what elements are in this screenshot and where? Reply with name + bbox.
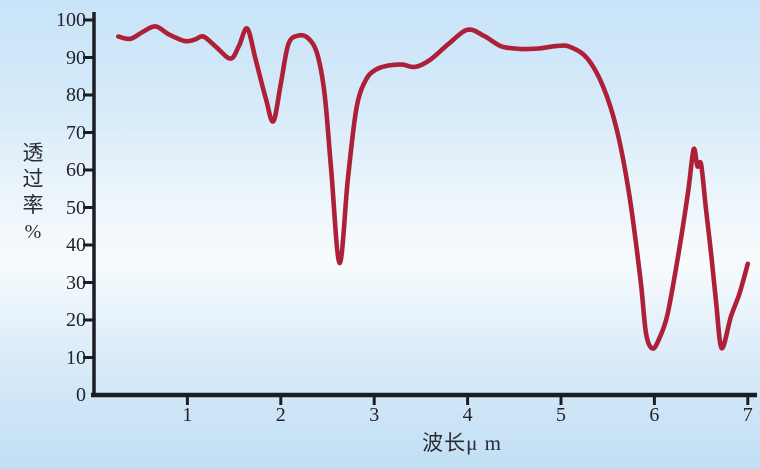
y-tick-label: 60 — [66, 159, 86, 181]
x-tick-label: 1 — [182, 404, 193, 426]
x-tick-label: 6 — [649, 404, 660, 426]
y-tick-label: 90 — [66, 46, 86, 69]
x-tick-label: 5 — [556, 404, 566, 426]
y-tick-label: 50 — [66, 196, 86, 219]
x-tick-label: 3 — [369, 404, 380, 426]
y-tick-label: 100 — [56, 9, 86, 31]
x-tick-label: 4 — [462, 404, 473, 426]
x-tick-label: 2 — [275, 404, 286, 426]
y-tick-label: 70 — [66, 121, 86, 144]
y-tick-label: 20 — [66, 309, 86, 331]
y-tick-label: 10 — [66, 346, 86, 369]
y-axis-title: 透过率 — [22, 141, 44, 217]
x-axis-title: 波长μ m — [422, 431, 502, 455]
transmittance-curve — [116, 24, 751, 351]
y-tick-label: 30 — [66, 271, 86, 294]
y-tick-label: 80 — [66, 84, 86, 106]
y-axis-unit-label: % — [24, 221, 42, 243]
x-tick-label: 7 — [742, 404, 753, 426]
y-tick-label: 0 — [76, 384, 86, 406]
y-tick-label: 40 — [66, 234, 86, 256]
